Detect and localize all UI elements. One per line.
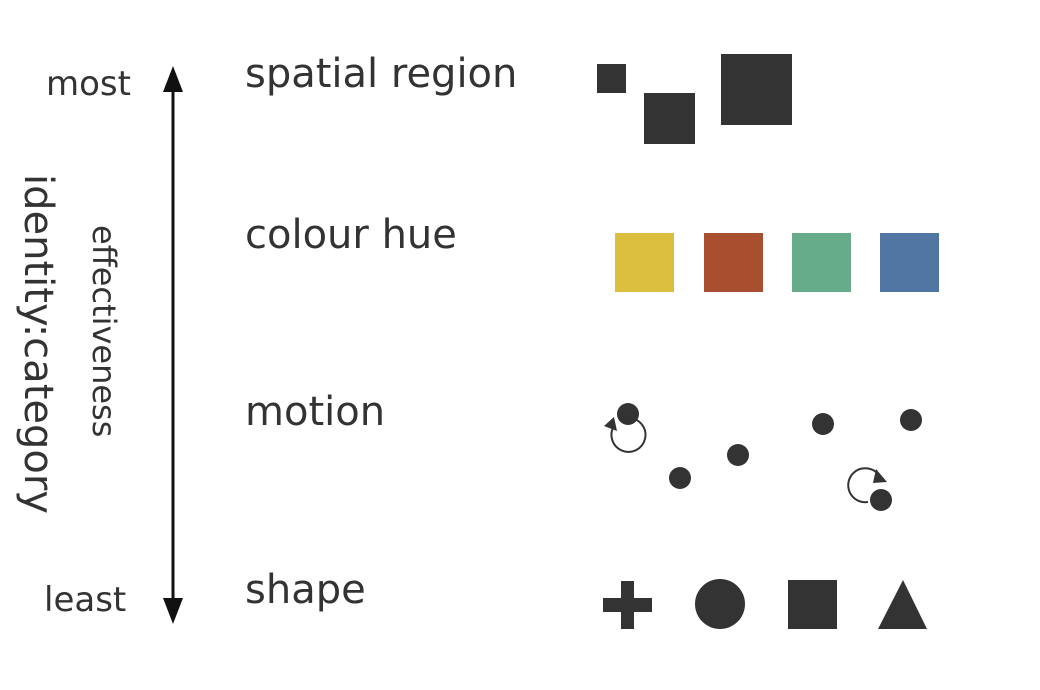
large-square (721, 54, 792, 125)
row-label-spatial-region: spatial region (245, 51, 518, 97)
dot (617, 403, 639, 425)
arrow-up-icon (163, 66, 183, 92)
rotation-arrow-icon (610, 417, 647, 453)
row-label-shape: shape (245, 567, 366, 613)
rotation-arrow-icon (847, 467, 879, 504)
dot (727, 444, 749, 466)
swatch-yellow (615, 233, 674, 292)
row-label-motion: motion (245, 389, 386, 435)
square-icon (788, 580, 837, 629)
small-square (597, 64, 626, 93)
swatch-green (792, 233, 851, 292)
row-label-colour-hue: colour hue (245, 212, 457, 258)
swatch-blue (880, 233, 939, 292)
medium-square (644, 93, 695, 144)
dot (870, 489, 892, 511)
spatial-region-glyph (597, 54, 792, 144)
dot (812, 413, 834, 435)
triangle-icon (878, 580, 927, 629)
dot (900, 409, 922, 431)
least-label: least (44, 580, 127, 620)
shape-glyph (603, 579, 927, 629)
arrow-down-icon (163, 598, 183, 624)
colour-hue-glyph (615, 233, 939, 292)
swatch-red (704, 233, 763, 292)
dot (669, 467, 691, 489)
circle-icon (695, 579, 745, 629)
most-label: most (46, 64, 131, 104)
motion-glyph (604, 403, 922, 511)
